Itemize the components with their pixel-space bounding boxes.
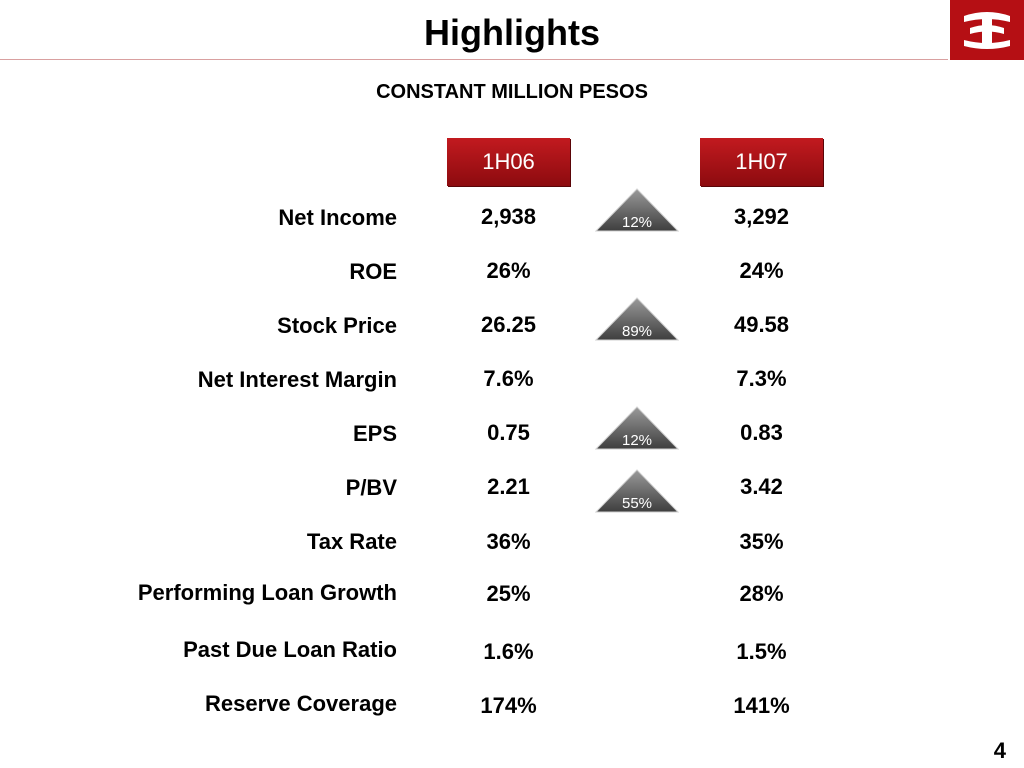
growth-badge-eps: 12% (595, 406, 679, 450)
value-1h06-pbv: 2.21 (487, 474, 530, 499)
value-1h06-eps: 0.75 (487, 420, 530, 445)
value-1h06-past-due-loan-ratio: 1.6% (483, 639, 534, 664)
value-1h06-stock-price: 26.25 (480, 312, 537, 337)
row-label-net-income: Net Income (278, 205, 397, 230)
growth-badge-net-income: 12% (595, 188, 679, 232)
value-1h06-roe: 26% (486, 258, 531, 283)
growth-badge-stock-price: 89% (595, 297, 679, 341)
bank-logo-icon (950, 0, 1024, 60)
value-1h06-reserve-coverage: 174% (480, 693, 537, 718)
row-label-reserve-coverage: Reserve Coverage (204, 691, 397, 716)
column-header-1h07: 1H07 (700, 138, 823, 186)
value-1h06-performing-loan-growth: 25% (486, 581, 531, 606)
row-label-performing-loan-growth: Performing Loan Growth (137, 580, 397, 605)
value-1h07-tax-rate: 35% (739, 529, 784, 554)
value-1h07-reserve-coverage: 141% (733, 693, 790, 718)
value-1h07-net-income: 3,292 (733, 204, 790, 229)
up-arrow-icon (595, 188, 679, 232)
up-arrow-icon (595, 406, 679, 450)
growth-badge-text: 12% (621, 214, 653, 231)
value-1h06-net-interest-margin: 7.6% (483, 366, 534, 391)
page-title: Highlights (424, 12, 600, 53)
value-1h07-roe: 24% (739, 258, 784, 283)
row-label-past-due-loan-ratio: Past Due Loan Ratio (183, 637, 397, 662)
value-1h07-past-due-loan-ratio: 1.5% (736, 639, 787, 664)
title-divider (0, 59, 948, 60)
value-1h07-stock-price: 49.58 (733, 312, 790, 337)
value-1h07-eps: 0.83 (740, 420, 783, 445)
value-1h06-tax-rate: 36% (486, 529, 531, 554)
up-arrow-icon (595, 297, 679, 341)
growth-badge-pbv: 55% (595, 469, 679, 513)
up-arrow-icon (595, 469, 679, 513)
row-label-net-interest-margin: Net Interest Margin (197, 367, 397, 392)
value-1h07-performing-loan-growth: 28% (739, 581, 784, 606)
growth-badge-text: 12% (621, 432, 653, 449)
page-number: 4 (993, 738, 1006, 763)
column-header-1h06: 1H06 (447, 138, 570, 186)
row-label-stock-price: Stock Price (277, 313, 397, 338)
row-label-roe: ROE (349, 259, 397, 284)
value-1h06-net-income: 2,938 (480, 204, 537, 229)
value-1h07-pbv: 3.42 (740, 474, 783, 499)
value-1h07-net-interest-margin: 7.3% (736, 366, 787, 391)
row-label-tax-rate: Tax Rate (306, 529, 397, 554)
row-label-eps: EPS (352, 421, 397, 446)
row-label-pbv: P/BV (345, 475, 397, 500)
growth-badge-text: 89% (621, 323, 653, 340)
subtitle: CONSTANT MILLION PESOS (376, 81, 648, 103)
growth-badge-text: 55% (621, 495, 653, 512)
